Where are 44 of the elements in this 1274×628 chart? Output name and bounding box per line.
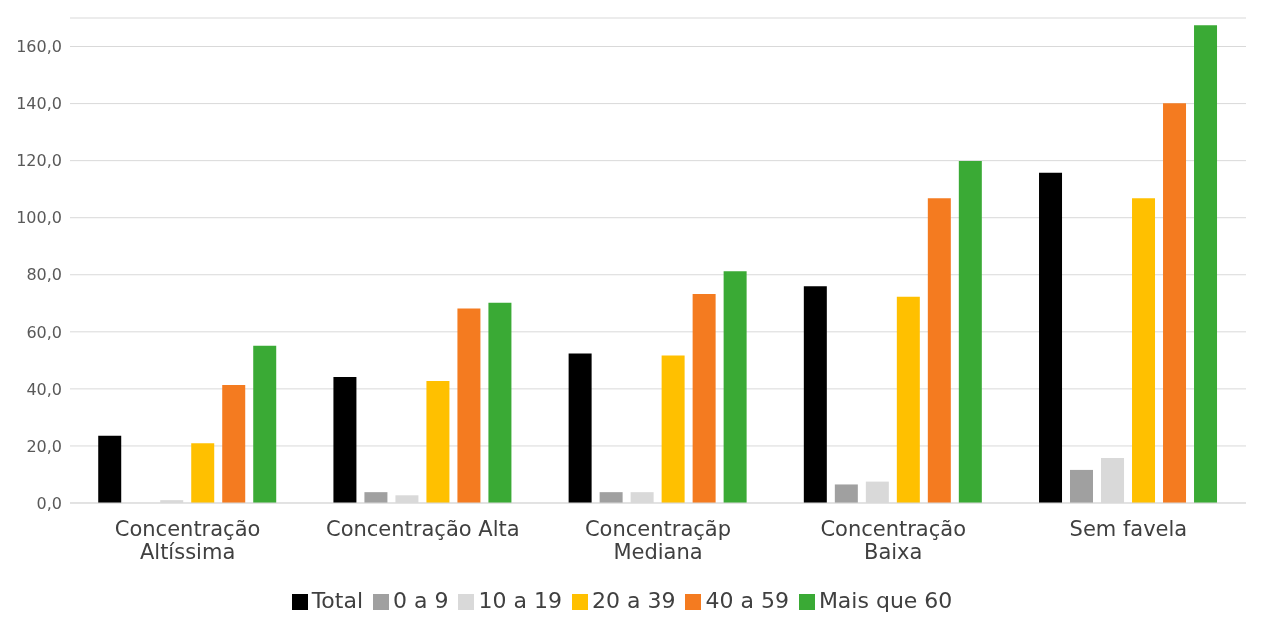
y-tick-label: 160,0 <box>16 37 62 57</box>
bar <box>1194 25 1218 503</box>
bar <box>191 443 215 503</box>
bar <box>958 160 982 503</box>
bar <box>1039 172 1063 503</box>
bar <box>1163 103 1187 503</box>
legend-label: 40 a 59 <box>705 588 789 613</box>
bar <box>803 286 827 503</box>
x-tick-label: Concentração Alta <box>326 516 520 541</box>
bar <box>692 293 716 503</box>
bar <box>896 296 920 503</box>
bar <box>98 435 122 503</box>
bar <box>661 355 685 503</box>
y-tick-label: 140,0 <box>16 94 62 114</box>
y-tick-label: 120,0 <box>16 151 62 171</box>
y-tick-label: 40,0 <box>26 379 62 399</box>
bar <box>364 492 388 503</box>
bar <box>834 484 858 503</box>
legend-label: 10 a 19 <box>478 588 562 613</box>
legend-label: Mais que 60 <box>818 588 953 613</box>
x-tick-label: Concentração Baixa <box>820 516 966 564</box>
y-tick-label: 80,0 <box>26 265 62 285</box>
y-tick-label: 60,0 <box>26 322 62 342</box>
bar <box>568 353 592 503</box>
bar <box>1132 198 1156 503</box>
bar <box>488 302 512 503</box>
bar <box>1070 469 1094 503</box>
bar <box>599 492 623 503</box>
bar <box>222 384 246 503</box>
y-tick-label: 0,0 <box>36 493 62 513</box>
x-tick-label: Concentraçãp Mediana <box>584 516 732 564</box>
legend-label: 0 a 9 <box>393 588 449 613</box>
bar <box>333 376 357 503</box>
bar <box>457 308 481 503</box>
bar <box>426 380 450 503</box>
bar <box>723 271 747 503</box>
y-tick-label: 100,0 <box>16 208 62 228</box>
x-tick-label: Concentração Altíssima <box>114 516 261 564</box>
x-tick-label: Sem favela <box>1069 516 1188 541</box>
y-tick-label: 20,0 <box>26 436 62 456</box>
legend-label: Total <box>311 588 364 613</box>
bar <box>927 198 951 503</box>
bar <box>253 345 277 503</box>
legend-label: 20 a 39 <box>591 588 676 613</box>
